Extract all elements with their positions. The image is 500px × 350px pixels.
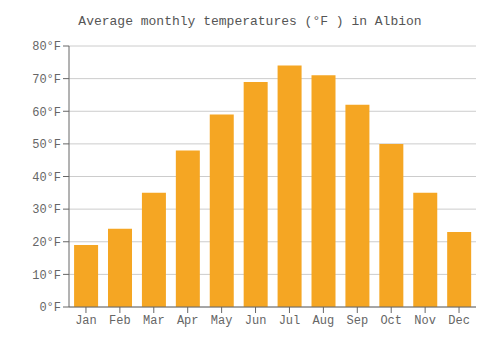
svg-text:Jun: Jun: [245, 314, 267, 328]
svg-text:30°F: 30°F: [32, 203, 61, 217]
svg-text:Sep: Sep: [346, 314, 368, 328]
svg-text:Oct: Oct: [380, 314, 402, 328]
svg-text:Nov: Nov: [414, 314, 436, 328]
svg-text:Apr: Apr: [177, 314, 199, 328]
svg-text:50°F: 50°F: [32, 138, 61, 152]
svg-text:60°F: 60°F: [32, 106, 61, 120]
svg-text:Feb: Feb: [109, 314, 131, 328]
svg-text:0°F: 0°F: [39, 301, 61, 315]
svg-text:20°F: 20°F: [32, 236, 61, 250]
svg-text:10°F: 10°F: [32, 269, 61, 283]
svg-text:Jul: Jul: [279, 314, 301, 328]
svg-text:May: May: [211, 314, 233, 328]
html-text:Average monthly temperatures (: Average monthly temperatures (°F ) in Al…: [78, 14, 422, 29]
svg-text:Dec: Dec: [448, 314, 470, 328]
svg-text:Mar: Mar: [143, 314, 165, 328]
svg-text:Jan: Jan: [75, 314, 97, 328]
svg-text:80°F: 80°F: [32, 40, 61, 54]
svg-text:Aug: Aug: [313, 314, 335, 328]
svg-text:70°F: 70°F: [32, 73, 61, 87]
svg-text:40°F: 40°F: [32, 171, 61, 185]
